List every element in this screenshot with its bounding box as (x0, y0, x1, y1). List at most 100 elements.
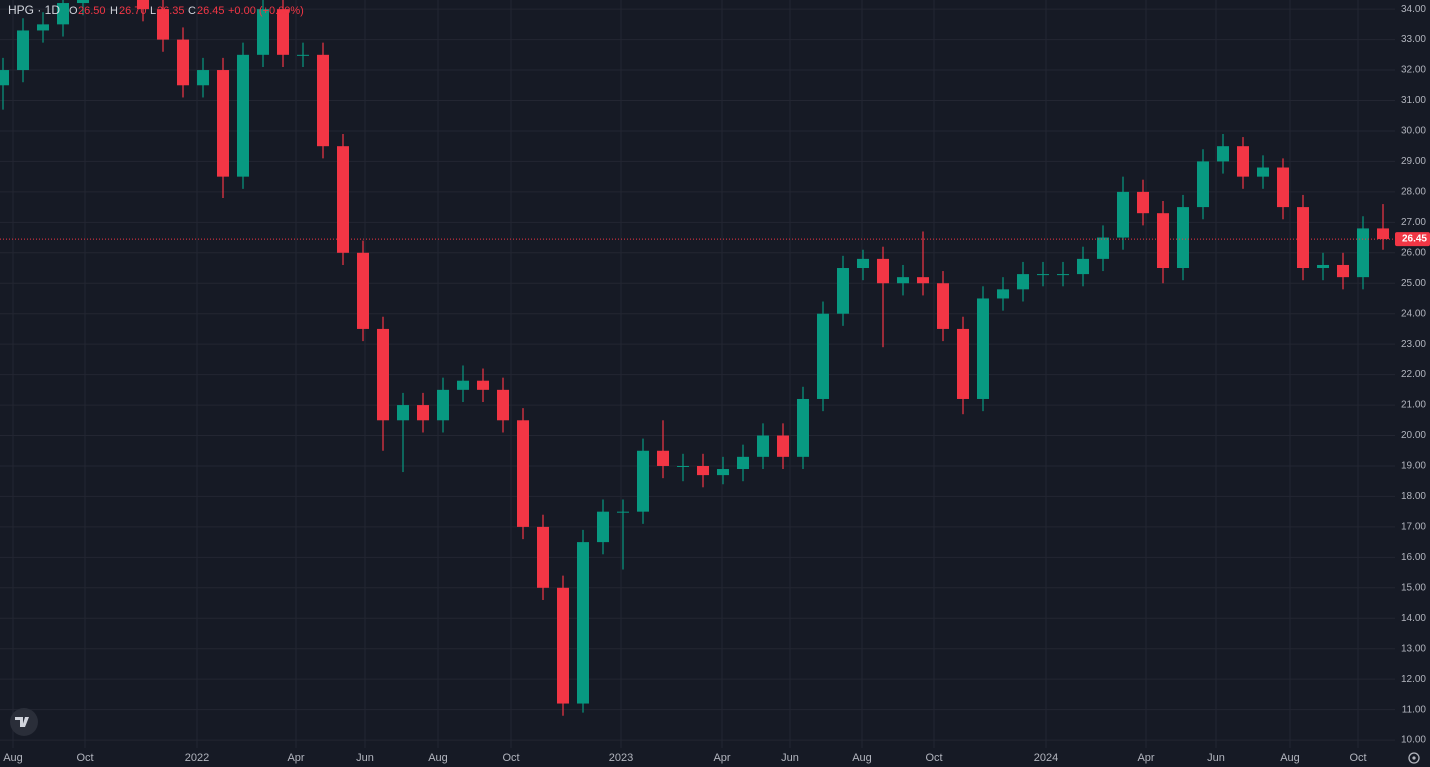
candle-body (557, 587, 569, 704)
y-tick-label: 26.00 (1401, 247, 1426, 258)
candle-body (717, 469, 729, 476)
candle-body (777, 435, 789, 457)
candle-body (537, 526, 549, 588)
y-tick-label: 10.00 (1401, 735, 1426, 746)
candle-body (597, 511, 609, 543)
last-price-box (1395, 232, 1430, 247)
candle-body (497, 389, 509, 421)
candle-body (697, 465, 709, 476)
x-tick-label: Aug (852, 752, 872, 764)
candle-body (937, 283, 949, 329)
logo-mark (15, 717, 29, 727)
y-tick-label: 31.00 (1401, 95, 1426, 106)
x-tick-label: Oct (1349, 752, 1366, 764)
candle-body (757, 435, 769, 457)
y-tick-label: 22.00 (1401, 369, 1426, 380)
candle-body (1097, 237, 1109, 259)
settings-icon[interactable] (1408, 752, 1420, 764)
x-tick-label: Jun (1207, 752, 1225, 764)
o-label: O (69, 5, 78, 17)
candle-body (477, 380, 489, 390)
x-tick-label: 2023 (609, 752, 633, 764)
candle-body (357, 252, 369, 329)
candle-body (877, 258, 889, 284)
y-tick-label: 18.00 (1401, 491, 1426, 502)
candle-body (0, 70, 9, 86)
candle-body (377, 328, 389, 421)
candle-body (1357, 228, 1369, 278)
y-tick-label: 20.00 (1401, 430, 1426, 441)
candle-body (1037, 274, 1049, 276)
y-tick-label: 27.00 (1401, 217, 1426, 228)
candle-body (1017, 274, 1029, 290)
candle-body (1377, 228, 1389, 240)
x-tick-label: Apr (287, 752, 304, 764)
y-tick-label: 32.00 (1401, 65, 1426, 76)
candle-body (677, 465, 689, 467)
high-value: 26.70 (119, 5, 147, 17)
candle-body (997, 289, 1009, 299)
candle-body (337, 146, 349, 253)
low-value: 26.35 (157, 5, 185, 17)
y-tick-label: 34.00 (1401, 4, 1426, 15)
candle-body (617, 511, 629, 513)
candle-body (1297, 207, 1309, 269)
candle-body (637, 450, 649, 512)
candle-body (37, 24, 49, 31)
l-label: L (150, 5, 156, 17)
candle-body (257, 9, 269, 55)
x-tick-label: Jun (781, 752, 799, 764)
candle-body (1277, 167, 1289, 208)
candle-body (397, 405, 409, 421)
x-tick-label: 2022 (185, 752, 209, 764)
x-tick-label: Aug (3, 752, 23, 764)
candle-body (437, 389, 449, 421)
y-tick-label: 21.00 (1401, 400, 1426, 411)
candle-body (797, 398, 809, 457)
y-tick-label: 15.00 (1401, 582, 1426, 593)
y-tick-label: 17.00 (1401, 522, 1426, 533)
y-tick-label: 28.00 (1401, 187, 1426, 198)
candle-body (1157, 213, 1169, 269)
gear[interactable] (1408, 752, 1420, 764)
candle-body (217, 70, 229, 177)
candle-body (817, 313, 829, 399)
close-value: 26.45 (197, 5, 225, 17)
y-tick-label: 13.00 (1401, 643, 1426, 654)
x-tick-label: Oct (502, 752, 519, 764)
x-tick-label: Jun (356, 752, 374, 764)
candle-body (1137, 191, 1149, 214)
tv-logo[interactable] (10, 708, 38, 736)
candle-body (77, 0, 89, 4)
open-value: 26.50 (78, 5, 106, 17)
y-tick-label: 33.00 (1401, 34, 1426, 45)
candle-body (17, 30, 29, 71)
y-tick-label: 12.00 (1401, 674, 1426, 685)
candle-body (237, 54, 249, 177)
candle-body (57, 3, 69, 25)
change-value: +0.00 (+0.00%) (228, 5, 304, 17)
axes: 10.00 11.00 12.00 13.00 14.00 15.00 16.00 17.00… (0, 4, 1430, 764)
x-tick-label: Apr (1137, 752, 1154, 764)
x-tick-label: Apr (713, 752, 730, 764)
y-tick-label: 23.00 (1401, 339, 1426, 350)
candle-body (1257, 167, 1269, 177)
candle-body (317, 54, 329, 147)
candle-body (1337, 264, 1349, 278)
candle-body (297, 54, 309, 56)
candle-body (1177, 207, 1189, 269)
candle-body (657, 450, 669, 466)
last-price-label: 26.45 (1402, 234, 1427, 245)
candle-body (197, 70, 209, 86)
x-tick-label: Aug (1280, 752, 1300, 764)
c-label: C (188, 5, 196, 17)
y-tick-label: 29.00 (1401, 156, 1426, 167)
candle-body (917, 277, 929, 284)
candle-body (977, 298, 989, 399)
h-label: H (110, 5, 118, 17)
candle-body (577, 542, 589, 704)
candle-body (857, 258, 869, 269)
candle-body (1317, 264, 1329, 269)
